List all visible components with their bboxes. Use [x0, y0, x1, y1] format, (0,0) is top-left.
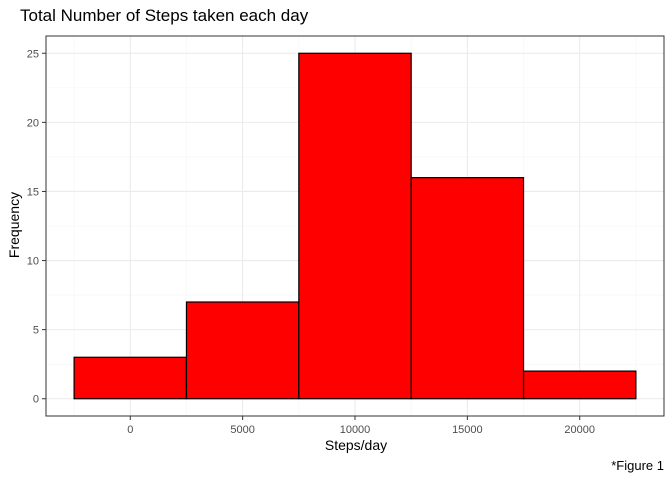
- histogram-bar-3: [299, 53, 411, 398]
- histogram-bar-4: [411, 178, 523, 399]
- histogram-bar-5: [524, 371, 636, 399]
- x-axis-title: Steps/day: [325, 437, 387, 453]
- y-tick-label: 15: [27, 186, 39, 198]
- chart-title: Total Number of Steps taken each day: [20, 6, 309, 25]
- x-tick-label: 5000: [230, 424, 254, 436]
- x-tick-label: 20000: [564, 424, 595, 436]
- y-tick-label: 25: [27, 48, 39, 60]
- x-tick-label: 15000: [452, 424, 483, 436]
- y-tick-label: 0: [33, 394, 39, 406]
- y-tick-label: 20: [27, 117, 39, 129]
- x-tick-label: 10000: [340, 424, 371, 436]
- histogram-bar-2: [186, 302, 298, 399]
- figure-caption: *Figure 1: [611, 458, 664, 473]
- y-tick-label: 5: [33, 325, 39, 337]
- x-tick-label: 0: [127, 424, 133, 436]
- histogram-bar-1: [74, 357, 186, 398]
- y-tick-label: 10: [27, 256, 39, 268]
- y-axis-title: Frequency: [6, 192, 22, 258]
